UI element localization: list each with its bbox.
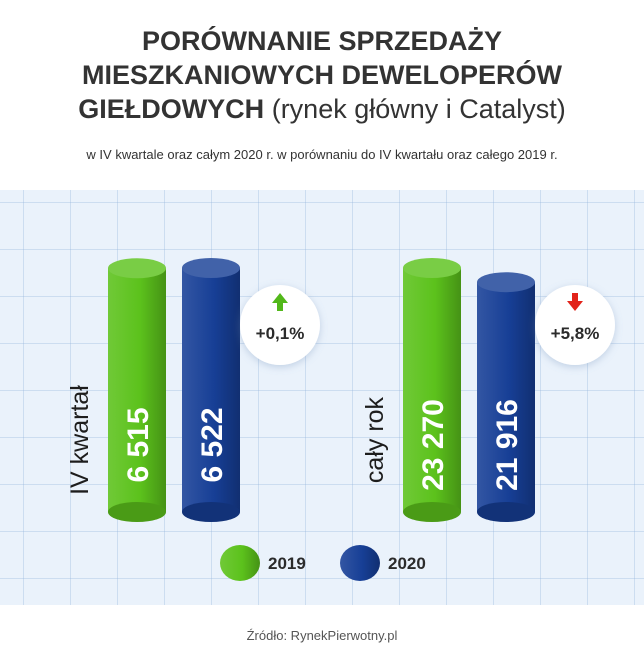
bar-0-1: [182, 258, 240, 522]
change-label-1: +5,8%: [551, 324, 600, 343]
bar-bottom: [182, 502, 240, 522]
bubble-circle: [240, 285, 320, 365]
bar-bottom: [403, 502, 461, 522]
bar-value-label-1-0: 23 270: [417, 399, 450, 491]
bar-top: [182, 258, 240, 278]
change-bubble-0: +0,1%: [240, 285, 320, 365]
title-line-3-bold: GIEŁDOWYCH: [78, 94, 265, 124]
bubble-circle: [535, 285, 615, 365]
title-line-3-light: (rynek główny i Catalyst): [271, 94, 566, 124]
arrow-up-icon: [272, 293, 288, 311]
category-label-0: IV kwartał: [66, 385, 94, 495]
bar-body: [477, 282, 535, 512]
bar-top: [477, 272, 535, 293]
legend-label-0: 2019: [268, 554, 306, 573]
chart-title: PORÓWNANIE SPRZEDAŻY MIESZKANIOWYCH DEWE…: [0, 24, 644, 126]
bar-value-label-0-1: 6 522: [196, 407, 229, 482]
source-note: Źródło: RynekPierwotny.pl: [246, 628, 398, 643]
bar-1-0: [403, 258, 461, 522]
bar-body: [403, 268, 461, 512]
bar-top: [403, 258, 461, 278]
bar-body: [108, 268, 166, 512]
legend-label-1: 2020: [388, 554, 426, 573]
bar-bottom: [108, 502, 166, 522]
bar-1-1: [477, 272, 535, 522]
title-line-2: MIESZKANIOWYCH DEWELOPERÓW: [82, 60, 562, 90]
bar-0-0: [108, 258, 166, 522]
legend-item-0: 2019: [220, 545, 306, 581]
bar-bottom: [477, 502, 535, 522]
bar-value-label-0-0: 6 515: [122, 407, 155, 482]
title-line-1: PORÓWNANIE SPRZEDAŻY: [141, 26, 503, 56]
bar-top: [108, 258, 166, 279]
arrow-down-icon: [567, 293, 583, 311]
bar-body: [182, 268, 240, 512]
category-label-1: cały rok: [361, 396, 389, 483]
chart-panel: [0, 190, 644, 605]
legend-swatch: [340, 545, 380, 581]
legend-item-1: 2020: [340, 545, 426, 581]
change-bubble-1: +5,8%: [535, 285, 615, 365]
chart-subtitle: w IV kwartale oraz całym 2020 r. w porów…: [86, 147, 558, 162]
legend-swatch: [220, 545, 260, 581]
bar-value-label-1-1: 21 916: [491, 399, 524, 491]
change-label-0: +0,1%: [256, 324, 305, 343]
